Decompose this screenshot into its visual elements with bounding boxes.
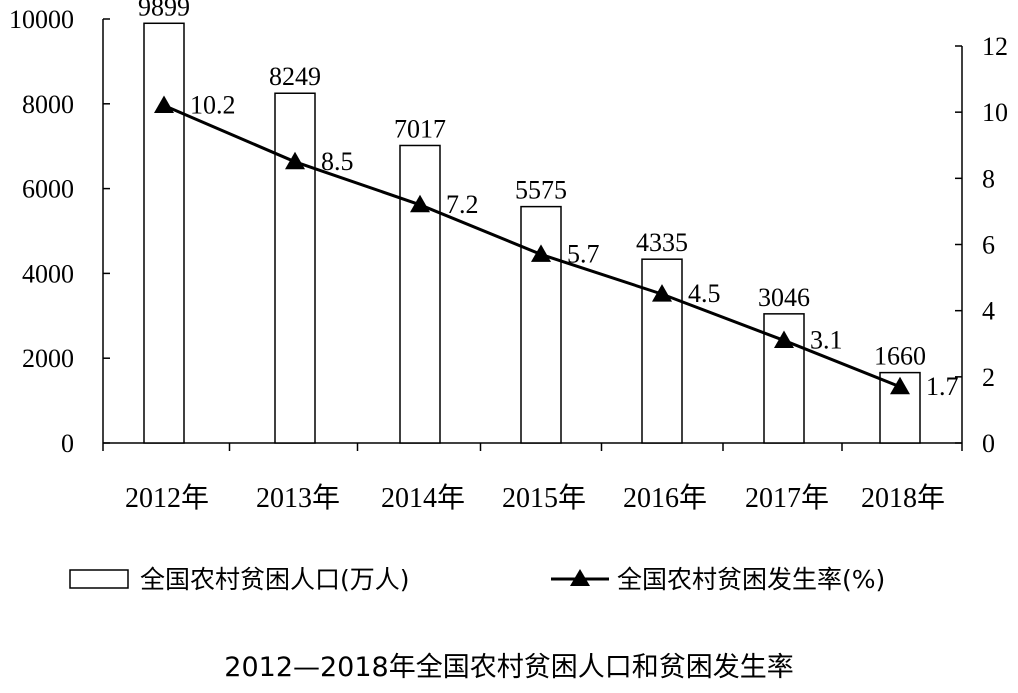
triangle-marker — [285, 151, 305, 170]
left-y-tick-label: 10000 — [9, 5, 74, 34]
bars — [143, 22, 921, 444]
bar-data-label: 1660 — [874, 342, 926, 371]
x-tick-label: 2012年 — [125, 482, 209, 514]
legend-label-population: 全国农村贫困人口(万人) — [140, 565, 410, 594]
left-y-tick-label: 8000 — [22, 90, 74, 119]
legend: 全国农村贫困人口(万人) 全国农村贫困发生率(%) — [69, 565, 885, 594]
bar-data-label: 7017 — [394, 114, 446, 143]
x-tick-label: 2017年 — [745, 482, 829, 514]
legend-triangle-icon — [570, 569, 590, 586]
right-y-tick-label: 4 — [982, 297, 995, 326]
bar-data-label: 5575 — [515, 176, 567, 205]
legend-label-rate: 全国农村贫困发生率(%) — [617, 565, 885, 594]
triangle-marker — [652, 284, 672, 302]
x-tick-label: 2018年 — [861, 482, 945, 514]
left-y-tick-label: 2000 — [22, 344, 74, 373]
bar — [143, 22, 185, 444]
rate-data-label: 1.7 — [926, 372, 959, 401]
left-y-tick-label: 6000 — [22, 175, 74, 204]
bar — [399, 144, 441, 444]
bar — [274, 92, 316, 444]
bar-data-label: 3046 — [758, 283, 810, 312]
rate-data-label: 7.2 — [446, 190, 479, 219]
triangle-marker — [154, 95, 174, 114]
rate-data-label: 8.5 — [321, 147, 354, 176]
right-y-tick-label: 8 — [982, 164, 995, 193]
rate-data-label: 10.2 — [190, 91, 236, 120]
triangle-marker — [531, 244, 551, 262]
x-tick-label: 2016年 — [623, 482, 707, 514]
right-y-tick-label: 2 — [982, 363, 995, 392]
left-y-tick-label: 0 — [61, 429, 74, 458]
legend-bar-swatch — [69, 569, 129, 589]
x-tick-label: 2014年 — [381, 482, 465, 514]
triangle-marker — [410, 194, 430, 213]
rate-data-label: 3.1 — [810, 325, 843, 354]
rate-line-series — [154, 95, 910, 395]
triangle-marker — [774, 330, 794, 348]
bar-data-label: 9899 — [138, 0, 190, 21]
axes: 0 2000 4000 6000 8000 10000 0 2 4 6 8 10 12 2012年 2013… — [9, 5, 1008, 514]
data-labels: 9899 8249 7017 5575 4335 3046 1660 10.2 8.5 7.2 5.… — [138, 0, 959, 401]
right-y-tick-label: 12 — [982, 32, 1008, 61]
left-y-tick-label: 4000 — [22, 259, 74, 288]
rate-data-label: 4.5 — [688, 279, 721, 308]
chart-title: 2012—2018年全国农村贫困人口和贫困发生率 — [224, 652, 793, 683]
x-tick-label: 2015年 — [502, 482, 586, 514]
right-y-tick-label: 0 — [982, 429, 995, 458]
bar-data-label: 8249 — [269, 62, 321, 91]
rate-data-label: 5.7 — [567, 239, 600, 268]
triangle-marker — [890, 376, 910, 395]
bar-data-label: 4335 — [636, 228, 688, 257]
right-y-tick-label: 10 — [982, 98, 1008, 127]
bar — [520, 205, 562, 444]
right-y-tick-label: 6 — [982, 231, 995, 260]
bar — [763, 313, 805, 444]
x-tick-label: 2013年 — [256, 482, 340, 514]
